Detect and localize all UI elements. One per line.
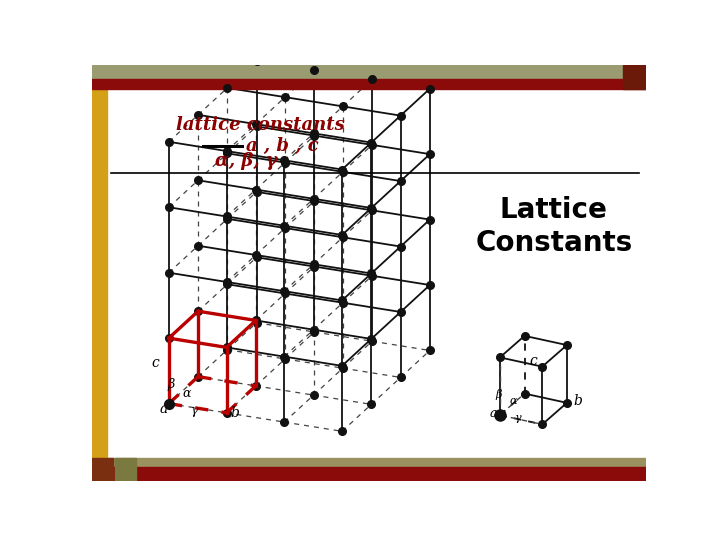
Text: c: c [529,354,537,368]
Text: a , b , c: a , b , c [246,137,318,155]
Text: α, β, γ: α, β, γ [215,152,278,171]
Text: a: a [160,402,168,416]
Text: γ: γ [190,404,198,417]
Text: α: α [509,396,517,407]
Bar [92,79,647,90]
Bar [92,65,647,80]
Bar [115,457,137,481]
Text: γ: γ [516,413,522,423]
Text: β: β [495,389,502,400]
Text: c: c [152,356,160,370]
Text: α: α [183,387,192,401]
Bar [92,457,647,468]
Text: b: b [230,406,239,420]
Bar [92,467,647,481]
Bar [92,90,107,457]
Bar [92,457,113,481]
Bar [623,65,647,90]
Text: a: a [489,408,497,421]
Text: b: b [573,394,582,408]
Text: lattice constants: lattice constants [176,116,346,134]
Text: Lattice
Constants: Lattice Constants [475,197,632,256]
Text: β: β [167,378,174,391]
